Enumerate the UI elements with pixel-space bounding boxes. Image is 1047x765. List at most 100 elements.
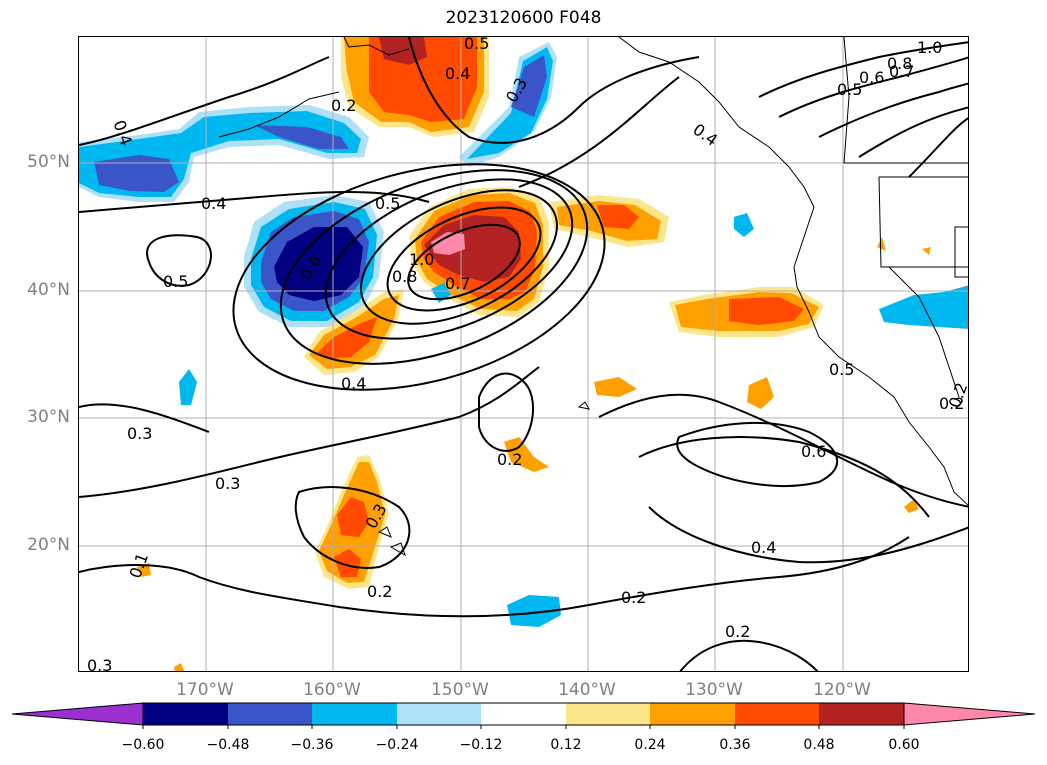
fill-east-blue — [879, 285, 968, 329]
fill-dipole-darkred — [424, 215, 521, 282]
fill-dipole-blue-dark — [274, 227, 363, 301]
colorbar-segment — [397, 703, 481, 725]
lon-label-130w: 130°W — [685, 680, 743, 700]
contour-label: 0.3 — [215, 474, 240, 493]
map-title: 2023120600 F048 — [445, 8, 602, 28]
contour-label: 0.4 — [751, 538, 776, 557]
lat-label-20n: 20°N — [27, 535, 70, 555]
contour-label: 1.0 — [409, 250, 434, 269]
colorbar-segment — [735, 703, 819, 725]
contour-dipole-4 — [324, 178, 574, 340]
map-canvas: 0.5 0.4 0.2 0.3 0.4 1.0 0.8 0.6 0.7 0.5 … — [79, 37, 969, 671]
colorbar-extend-high — [903, 702, 1036, 726]
lon-label-150w: 150°W — [431, 680, 489, 700]
contour-label: 0.2 — [621, 588, 646, 607]
contour-dipole-3 — [360, 189, 558, 325]
colorbar-segment — [312, 703, 397, 725]
contour-dipole-5 — [279, 169, 589, 365]
contour-label: 0.8 — [392, 267, 417, 286]
contour-label: 0.7 — [445, 274, 470, 293]
lon-label-140w: 140°W — [558, 680, 616, 700]
fill-mid-orange-a — [594, 377, 637, 397]
contour-label: 0.2 — [939, 394, 964, 413]
colorbar-tick-label: 0.60 — [888, 737, 920, 753]
fill-sw-red — [317, 317, 377, 359]
fill-small-orange-c — [137, 563, 151, 577]
contour-mid-02 — [478, 372, 535, 452]
map-panel: 0.5 0.4 0.2 0.3 0.4 1.0 0.8 0.6 0.7 0.5 … — [78, 36, 969, 672]
contour-west-05 — [146, 234, 212, 287]
colorbar-segment — [650, 703, 735, 725]
contour-label: 0.2 — [945, 380, 969, 410]
contour-label: 0.2 — [497, 450, 522, 469]
lon-label-170w: 170°W — [176, 680, 234, 700]
colorbar-tick-label: 0.48 — [803, 737, 835, 753]
contour-sub-05 — [638, 436, 968, 564]
contour-sub-04 — [598, 393, 968, 508]
contour-ne-06 — [778, 56, 968, 118]
contour-dipole-1 — [407, 223, 521, 301]
colorbar-tick-label: −0.36 — [290, 737, 334, 753]
colorbar-tick-label: 0.36 — [719, 737, 751, 753]
contour-broad-04 — [79, 76, 680, 213]
contour-label: 0.4 — [341, 374, 366, 393]
fill-ca-red — [729, 297, 804, 325]
contour-label: 0.2 — [331, 96, 356, 115]
contour-label: 0.1 — [126, 550, 153, 580]
colorbar-tick-label: 0.12 — [550, 737, 582, 753]
colorbar-tick-label: −0.48 — [206, 737, 250, 753]
contour-label: 0.6 — [801, 442, 826, 461]
contour-label: 0.3 — [127, 424, 152, 443]
colorbar-segments — [11, 702, 1036, 726]
fill-small-orange-d — [174, 663, 185, 671]
contour-label: 1.0 — [917, 38, 942, 57]
contour-sw-03 — [79, 366, 540, 498]
contour-label: 0.4 — [689, 120, 721, 150]
contours — [79, 37, 968, 671]
lat-label-40n: 40°N — [27, 280, 70, 300]
contour-ne-07 — [818, 82, 968, 138]
fill-small-orange-e — [904, 499, 919, 513]
fill-bottom-blue — [507, 595, 561, 627]
fill-hawaii-red — [334, 497, 369, 577]
colorbar-segment — [566, 703, 650, 725]
graticule — [79, 37, 968, 671]
contour-sub-06 — [676, 421, 839, 487]
contour-label: 0.8 — [887, 54, 912, 73]
contour-ne-08 — [858, 106, 968, 158]
colorbar-tick-label: −0.12 — [459, 737, 503, 753]
contour-label: 0.5 — [375, 194, 400, 213]
fill-orange-125w — [747, 377, 774, 409]
fill-east-blue-small — [734, 213, 754, 237]
contour-sub-02 — [79, 536, 910, 618]
lat-label-50n: 50°N — [27, 152, 70, 172]
contour-label: 0.4 — [201, 194, 226, 213]
colorbar — [11, 702, 1036, 729]
contour-label: 0.5 — [837, 80, 862, 99]
contour-label: 0.5 — [829, 360, 854, 379]
fill-mid-orange-b — [504, 437, 549, 472]
fill-ne-blue — [511, 55, 547, 117]
contour-label: 0.2 — [725, 622, 750, 641]
fill-aleutian-blue — [94, 125, 349, 192]
lon-label-160w: 160°W — [303, 680, 361, 700]
colorbar-segment — [143, 703, 228, 725]
contour-ne-10 — [908, 117, 968, 178]
contour-dipole-6 — [232, 163, 606, 391]
colorbar-tick-label: −0.60 — [121, 737, 165, 753]
contour-label: 0.7 — [889, 62, 914, 81]
contour-north-04 — [408, 37, 700, 144]
colorbar-ticks — [142, 725, 905, 729]
contour-label: 0.5 — [163, 272, 188, 291]
fill-east-dipole-red — [597, 205, 639, 229]
contour-label: 0.4 — [445, 64, 470, 83]
fill-small-orange-f — [877, 237, 931, 255]
colorbar-segment — [481, 703, 566, 725]
contour-dipole-2 — [386, 206, 542, 312]
contour-bottom-01 — [679, 639, 819, 671]
contour-hawaii-02 — [294, 486, 411, 569]
colorbar-border — [142, 702, 905, 726]
lat-label-30n: 30°N — [27, 407, 70, 427]
fill-small-blue-b — [179, 369, 197, 405]
colorbar-extend-low — [11, 702, 144, 726]
